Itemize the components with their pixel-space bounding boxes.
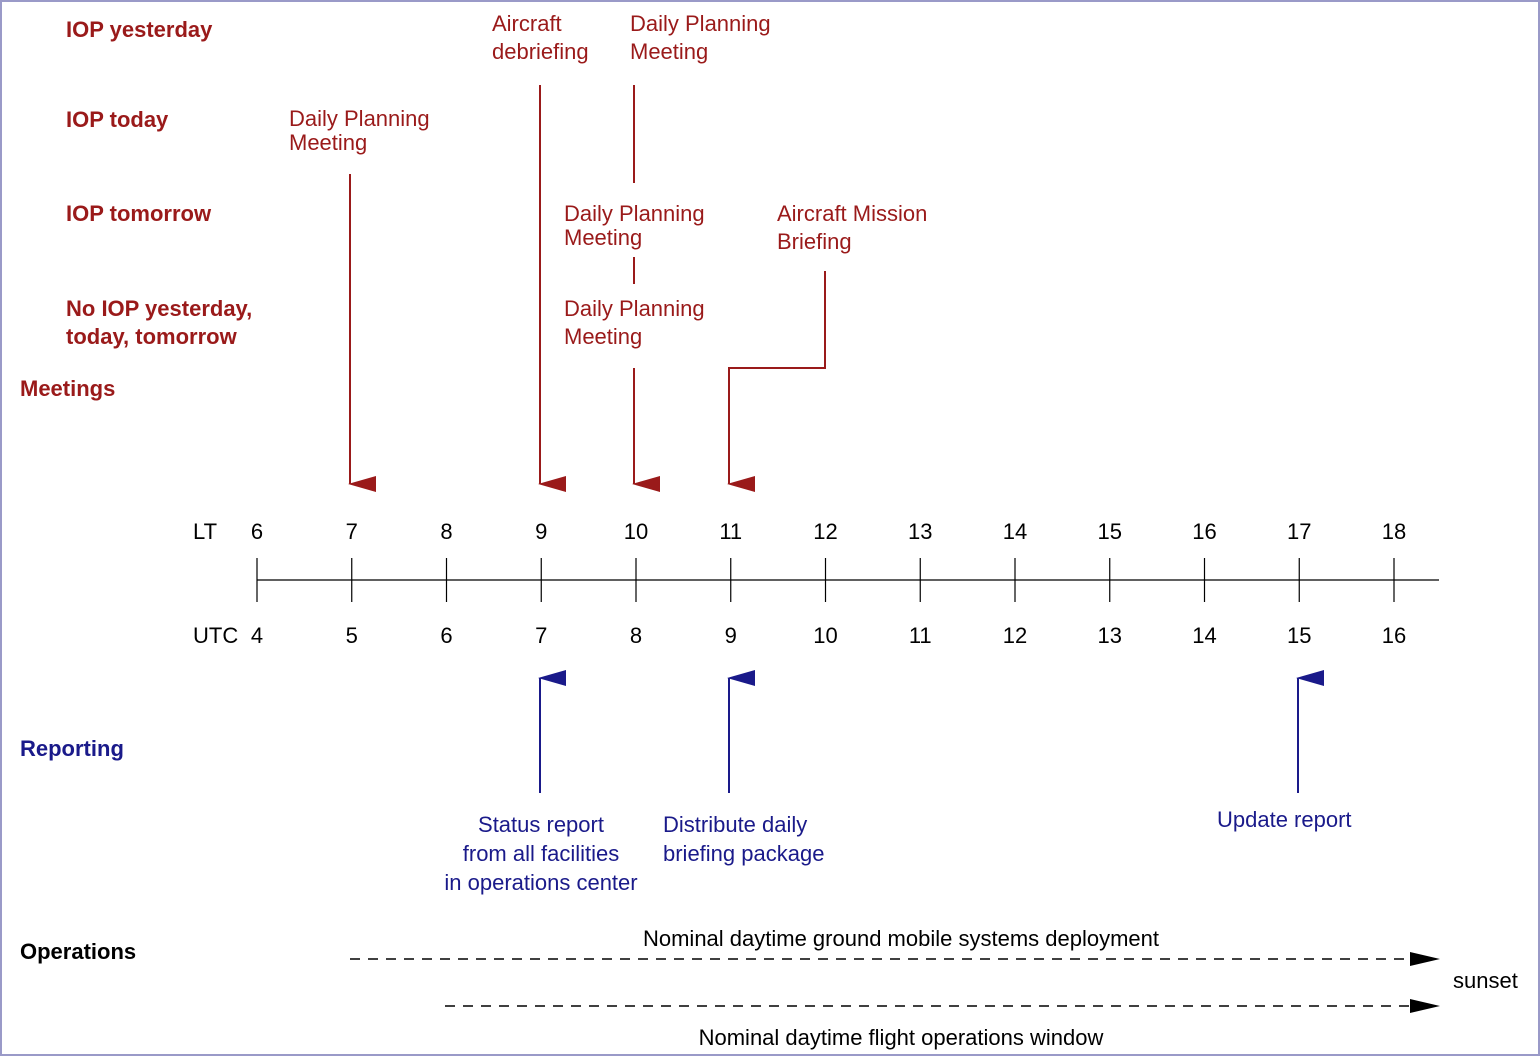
- row-iop-yesterday: IOP yesterday: [66, 17, 213, 42]
- label-status-report-1: Status report: [478, 812, 604, 837]
- label-sunset: sunset: [1453, 968, 1518, 993]
- lt-hour-label: 15: [1098, 519, 1122, 544]
- row-iop-tomorrow: IOP tomorrow: [66, 201, 212, 226]
- label-dpm-today-1: Daily Planning: [289, 106, 430, 131]
- label-dpm-tomorrow-2: Meeting: [564, 225, 642, 250]
- lt-hour-label: 13: [908, 519, 932, 544]
- utc-hour-label: 15: [1287, 623, 1311, 648]
- label-aircraft-debriefing-2: debriefing: [492, 39, 589, 64]
- label-ground-deployment: Nominal daytime ground mobile systems de…: [643, 926, 1159, 951]
- label-distribute-1: Distribute daily: [663, 812, 807, 837]
- lt-hour-label: 14: [1003, 519, 1027, 544]
- arrow-mission-briefing: [727, 271, 826, 492]
- row-no-iop-line2: today, tomorrow: [66, 324, 238, 349]
- utc-hour-label: 7: [535, 623, 547, 648]
- label-dpm-none-1: Daily Planning: [564, 296, 705, 321]
- label-aircraft-debriefing-1: Aircraft: [492, 11, 562, 36]
- label-update-report: Update report: [1217, 807, 1352, 832]
- lt-hour-label: 12: [813, 519, 837, 544]
- section-operations: Operations: [20, 939, 136, 964]
- row-iop-today: IOP today: [66, 107, 169, 132]
- lt-hour-label: 11: [719, 519, 742, 544]
- timeline-ticks: 6 4 7 5 8 6 9 7 10 8 11 9 12 10 13 11 14 12 15 13 16 14 17 15 18…: [251, 519, 1406, 648]
- utc-hour-label: 12: [1003, 623, 1027, 648]
- utc-hour-label: 6: [440, 623, 452, 648]
- label-status-report-2: from all facilities: [463, 841, 619, 866]
- arrowhead-ground-deployment: [1410, 952, 1440, 966]
- label-dpm-tomorrow-1: Daily Planning: [564, 201, 705, 226]
- section-meetings: Meetings: [20, 376, 115, 401]
- utc-hour-label: 4: [251, 623, 263, 648]
- label-status-report-3: in operations center: [444, 870, 637, 895]
- row-no-iop-line1: No IOP yesterday,: [66, 296, 252, 321]
- utc-hour-label: 16: [1382, 623, 1406, 648]
- label-dpm-none-2: Meeting: [564, 324, 642, 349]
- arrowhead-flight-operations: [1410, 999, 1440, 1013]
- label-flight-operations: Nominal daytime flight operations window: [699, 1025, 1104, 1050]
- label-dpm-today-2: Meeting: [289, 130, 367, 155]
- lt-hour-label: 8: [440, 519, 452, 544]
- lt-hour-label: 18: [1382, 519, 1406, 544]
- utc-label: UTC: [193, 623, 238, 648]
- label-dpm-yesterday-1: Daily Planning: [630, 11, 771, 36]
- utc-hour-label: 11: [909, 623, 932, 648]
- utc-hour-label: 8: [630, 623, 642, 648]
- lt-label: LT: [193, 519, 217, 544]
- lt-hour-label: 7: [346, 519, 358, 544]
- lt-hour-label: 6: [251, 519, 263, 544]
- label-mission-briefing-2: Briefing: [777, 229, 852, 254]
- label-mission-briefing-1: Aircraft Mission: [777, 201, 927, 226]
- utc-hour-label: 9: [725, 623, 737, 648]
- label-distribute-2: briefing package: [663, 841, 824, 866]
- lt-hour-label: 17: [1287, 519, 1311, 544]
- lt-hour-label: 10: [624, 519, 648, 544]
- utc-hour-label: 5: [346, 623, 358, 648]
- utc-hour-label: 13: [1098, 623, 1122, 648]
- section-reporting: Reporting: [20, 736, 124, 761]
- utc-hour-label: 10: [813, 623, 837, 648]
- utc-hour-label: 14: [1192, 623, 1216, 648]
- lt-hour-label: 9: [535, 519, 547, 544]
- label-dpm-yesterday-2: Meeting: [630, 39, 708, 64]
- lt-hour-label: 16: [1192, 519, 1216, 544]
